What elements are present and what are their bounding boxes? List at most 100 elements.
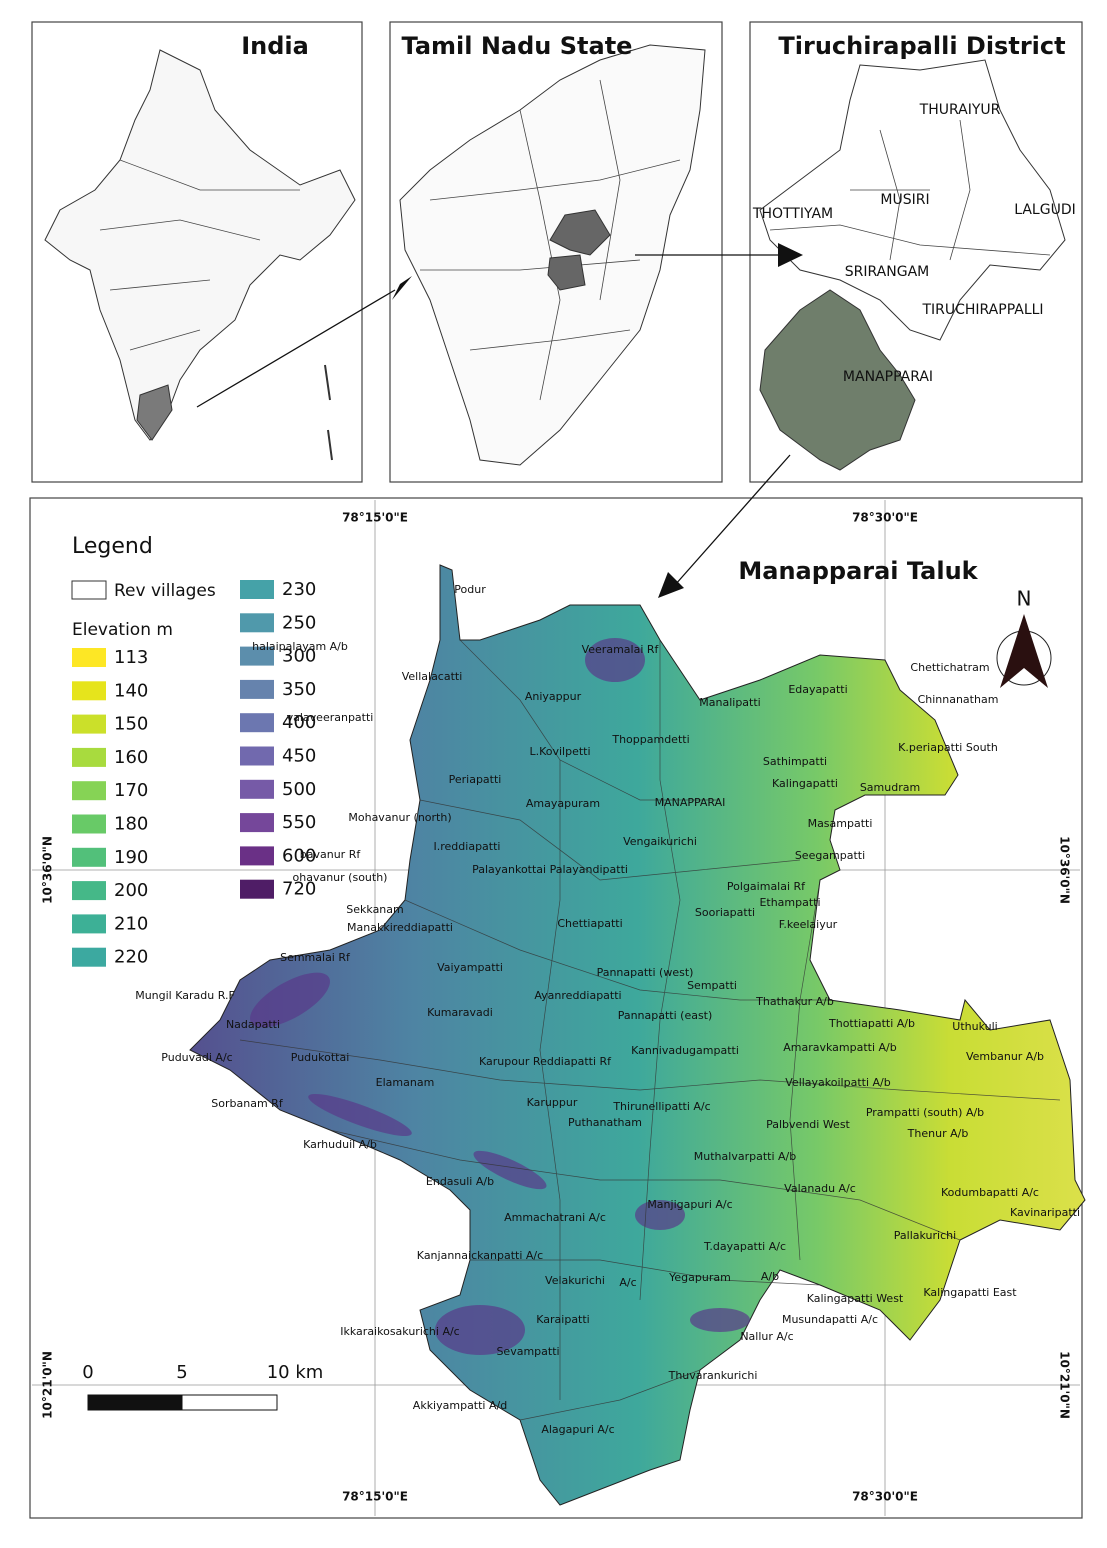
legend-swatch [71, 580, 107, 600]
village-label: halaipalayam A/b [252, 640, 348, 653]
coord-label: 10°36'0"N [41, 836, 55, 904]
legend-label: 170 [114, 780, 148, 801]
legend-label: 180 [114, 814, 148, 835]
legend-label: 140 [114, 680, 148, 701]
village-label: Sooriapatti [695, 906, 755, 919]
taluk-elevation [189, 564, 1086, 1506]
village-label: Manalipatti [699, 696, 760, 709]
coord-label: 10°36'0"N [1058, 836, 1072, 904]
manapparai-highlight [759, 289, 916, 471]
legend-swatch [72, 648, 106, 667]
village-label: Valanadu A/c [784, 1182, 856, 1195]
legend-swatch [72, 914, 106, 934]
legend-label: 113 [114, 647, 148, 668]
legend-swatch [240, 713, 274, 733]
village-label: Aniyappur [525, 690, 582, 703]
coord-label: 10°21'0"N [41, 1351, 55, 1419]
legend-label: 350 [282, 679, 316, 700]
legend-label: Elevation m [72, 620, 173, 640]
village-label: K.periapatti South [898, 741, 998, 754]
village-label: Karupour Reddiapatti Rf [479, 1055, 612, 1068]
legend-swatch [72, 947, 106, 967]
village-label: Ethampatti [759, 896, 820, 909]
village-label: Pallakurichi [894, 1229, 956, 1242]
village-label: Sekkanam [346, 903, 403, 916]
village-label: Kalingapatti [772, 777, 838, 790]
village-label: Periapatti [449, 773, 502, 786]
village-label: Ayanreddiapatti [534, 989, 621, 1002]
legend-label: 150 [114, 714, 148, 735]
legend-swatch [72, 814, 106, 834]
village-label: Sempatti [687, 979, 737, 992]
legend-swatch [240, 646, 274, 666]
scale-bar [87, 1394, 183, 1411]
village-label: Seegampatti [795, 849, 865, 862]
village-label: Kavinaripatti [1010, 1206, 1080, 1219]
tamil-nadu-panel [389, 21, 723, 483]
village-label: Manjigapuri A/c [647, 1198, 732, 1211]
village-label: T.dayapatti A/c [703, 1240, 786, 1253]
village-label: Veeramalai Rf [582, 643, 660, 656]
village-label: Thirunellipatti A/c [612, 1100, 710, 1113]
taluk-panel [29, 497, 1083, 1519]
legend-label: 210 [114, 913, 148, 934]
village-label: Velakurichi [545, 1274, 605, 1287]
village-label: Musundapatti A/c [782, 1313, 878, 1326]
village-label: A/b [761, 1270, 779, 1283]
scale-label: 5 [176, 1362, 187, 1383]
village-label: Pudukottai [291, 1051, 350, 1064]
india-panel [31, 21, 363, 483]
legend-label: 160 [114, 747, 148, 768]
village-label: Prampatti (south) A/b [866, 1106, 984, 1119]
legend-swatch [72, 714, 106, 734]
village-label: I.reddiapatti [434, 840, 501, 853]
legend-swatch [240, 779, 274, 799]
islands [324, 364, 333, 461]
legend-label: 190 [114, 847, 148, 868]
legend-title: Legend [72, 534, 153, 559]
village-label: Puthanatham [568, 1116, 642, 1129]
village-label: F.keelaiyur [779, 918, 838, 931]
arrowhead [392, 276, 412, 300]
legend-swatch [240, 580, 274, 599]
village-label: Vellalacatti [402, 670, 463, 683]
village-label: Vembanur A/b [966, 1050, 1044, 1063]
village-label: Yegapuram [668, 1271, 731, 1284]
village-label: Vengaikurichi [623, 835, 697, 848]
village-label: MANAPPARAI [655, 796, 726, 809]
district-label: THURAIYUR [919, 102, 1001, 118]
district-label: TIRUCHIRAPPALLI [921, 302, 1043, 318]
village-label: Kannivadugampatti [631, 1044, 739, 1057]
village-label: Pannapatti (west) [597, 966, 694, 979]
village-label: Palbvendi West [766, 1118, 850, 1131]
village-label: Podur [454, 583, 486, 596]
district-label: LALGUDI [1014, 202, 1076, 218]
village-label: Karhuduil A/b [303, 1138, 377, 1151]
legend-label: 450 [282, 746, 316, 767]
district-label: THOTTIYAM [752, 206, 833, 222]
village-label: Mohavanur (north) [348, 811, 451, 824]
village-label: valaveeranpatti [287, 711, 374, 724]
legend-swatch [240, 746, 274, 766]
village-label: Vellayakoilpatti A/b [785, 1076, 890, 1089]
village-label: Nallur A/c [740, 1330, 793, 1343]
village-label: Karaipatti [536, 1313, 590, 1326]
village-label: Manakkireddiapatti [347, 921, 453, 934]
panel-title: Manapparai Taluk [738, 557, 978, 585]
village-label: Masampatti [808, 817, 873, 830]
coord-label: 78°15'0"E [342, 511, 408, 525]
village-label: L.Kovilpetti [529, 745, 590, 758]
coord-label: 78°30'0"E [852, 1490, 918, 1504]
village-boundaries [239, 639, 1061, 1421]
village-label: Endasuli A/b [426, 1175, 494, 1188]
legend-label: 500 [282, 779, 316, 800]
north-label: N [1017, 587, 1032, 611]
village-label: Edayapatti [788, 683, 847, 696]
scale-label: 10 km [267, 1362, 324, 1383]
coord-label: 78°15'0"E [342, 1490, 408, 1504]
village-label: Amayapuram [526, 797, 600, 810]
village-label: Sorbanam Rf [211, 1097, 284, 1110]
village-label: Ammachatrani A/c [504, 1211, 606, 1224]
village-label: Muthalvarpatti A/b [694, 1150, 796, 1163]
village-label: Palayankottai Palayandipatti [472, 863, 628, 876]
